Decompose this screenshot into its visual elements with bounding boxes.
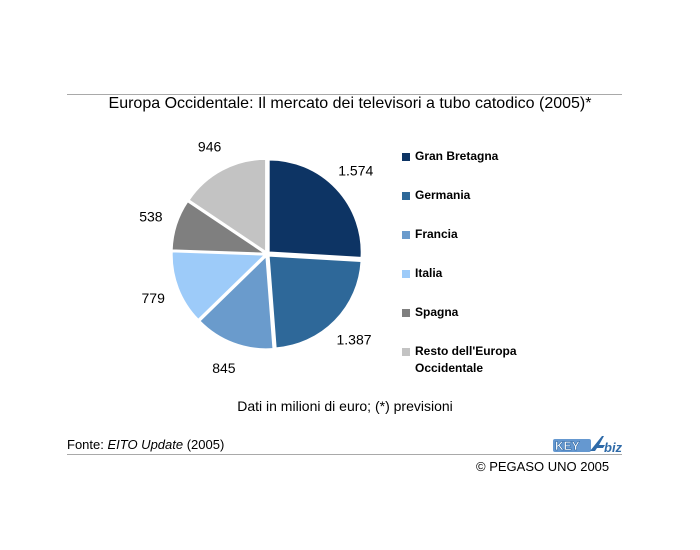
legend-swatch [402,348,410,356]
key4biz-logo-icon: KEY biz [553,436,622,455]
source-publication: EITO Update [107,437,184,452]
legend-swatch [402,153,410,161]
pie-slice-5 [188,158,267,253]
legend-swatch [402,270,410,278]
source-line: Fonte: EITO Update (2005) [67,437,224,452]
pie-data-label: 1.387 [336,332,371,348]
legend-swatch [402,192,410,200]
legend-swatch [402,231,410,239]
legend-label: Italia [415,266,443,280]
pie-data-label: 779 [142,290,166,306]
legend-item: Francia [402,226,582,243]
legend-item: Resto dell'Europa Occidentale [402,343,582,377]
pie-data-label: 1.574 [338,162,373,178]
svg-text:biz: biz [604,440,622,455]
chart-note: Dati in milioni di euro; (*) previsioni [237,398,453,414]
copyright-text: © PEGASO UNO 2005 [476,459,610,474]
source-suffix: (2005) [183,437,225,452]
svg-text:KEY: KEY [555,439,580,453]
legend-label: Germania [415,188,471,202]
legend-label: Spagna [415,305,459,319]
top-rule [67,94,622,95]
legend-item: Germania [402,187,582,204]
pie-data-label: 845 [212,360,236,376]
pie-data-label: 538 [139,208,163,224]
bottom-rule [67,454,622,455]
pie-data-label: 946 [198,138,222,154]
source-prefix: Fonte: [67,437,108,452]
legend-item: Gran Bretagna [402,148,582,165]
legend-item: Spagna [402,304,582,321]
pie-slice-0 [268,159,362,258]
pie-slice-2 [199,255,274,350]
pie-slice-3 [171,251,266,320]
legend-label: Francia [415,227,458,241]
legend-item: Italia [402,265,582,282]
legend-swatch [402,309,410,317]
chart-title: Europa Occidentale: Il mercato dei telev… [108,95,592,112]
legend-label: Resto dell'Europa Occidentale [415,344,517,375]
pie-slice-4 [171,201,266,254]
legend-label: Gran Bretagna [415,149,499,163]
pie-slice-1 [268,255,362,349]
